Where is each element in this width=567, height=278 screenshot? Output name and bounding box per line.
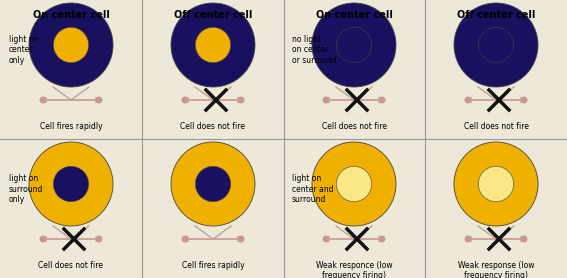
Circle shape: [454, 3, 538, 87]
Circle shape: [323, 235, 329, 242]
Text: Cell does not fire: Cell does not fire: [463, 122, 528, 131]
Circle shape: [53, 166, 88, 202]
Text: no light
on center
or surround: no light on center or surround: [292, 35, 337, 65]
Circle shape: [171, 3, 255, 87]
Circle shape: [95, 96, 103, 103]
Circle shape: [323, 96, 329, 103]
Circle shape: [171, 142, 255, 226]
Text: Cell does not fire: Cell does not fire: [39, 261, 104, 270]
Circle shape: [464, 96, 472, 103]
Text: Off center cell: Off center cell: [457, 10, 535, 20]
Circle shape: [454, 142, 538, 226]
Text: Cell does not fire: Cell does not fire: [180, 122, 246, 131]
Text: light on
center
only: light on center only: [9, 35, 38, 65]
Text: light on
surround
only: light on surround only: [9, 174, 43, 204]
Circle shape: [29, 3, 113, 87]
Circle shape: [181, 96, 188, 103]
Text: On center cell: On center cell: [316, 10, 392, 20]
Circle shape: [196, 166, 231, 202]
Circle shape: [312, 142, 396, 226]
Circle shape: [181, 235, 188, 242]
Circle shape: [464, 235, 472, 242]
Text: Cell does not fire: Cell does not fire: [321, 122, 387, 131]
Circle shape: [95, 235, 103, 242]
Circle shape: [379, 96, 386, 103]
Circle shape: [40, 235, 46, 242]
Circle shape: [379, 235, 386, 242]
Circle shape: [336, 27, 371, 63]
Circle shape: [238, 235, 244, 242]
Circle shape: [336, 166, 371, 202]
Circle shape: [238, 96, 244, 103]
Circle shape: [40, 96, 46, 103]
Circle shape: [521, 96, 527, 103]
Circle shape: [521, 235, 527, 242]
Circle shape: [29, 142, 113, 226]
Text: On center cell: On center cell: [32, 10, 109, 20]
Text: Off center cell: Off center cell: [174, 10, 252, 20]
Text: Cell fires rapidly: Cell fires rapidly: [181, 261, 244, 270]
Text: Cell fires rapidly: Cell fires rapidly: [40, 122, 102, 131]
Circle shape: [196, 27, 231, 63]
Circle shape: [479, 166, 514, 202]
Circle shape: [479, 27, 514, 63]
Circle shape: [312, 3, 396, 87]
Circle shape: [53, 27, 88, 63]
Text: Weak response (low
frequency firing): Weak response (low frequency firing): [458, 261, 534, 278]
Text: Weak responce (low
frequency firing): Weak responce (low frequency firing): [316, 261, 392, 278]
Text: light on
center and
surround: light on center and surround: [292, 174, 333, 204]
